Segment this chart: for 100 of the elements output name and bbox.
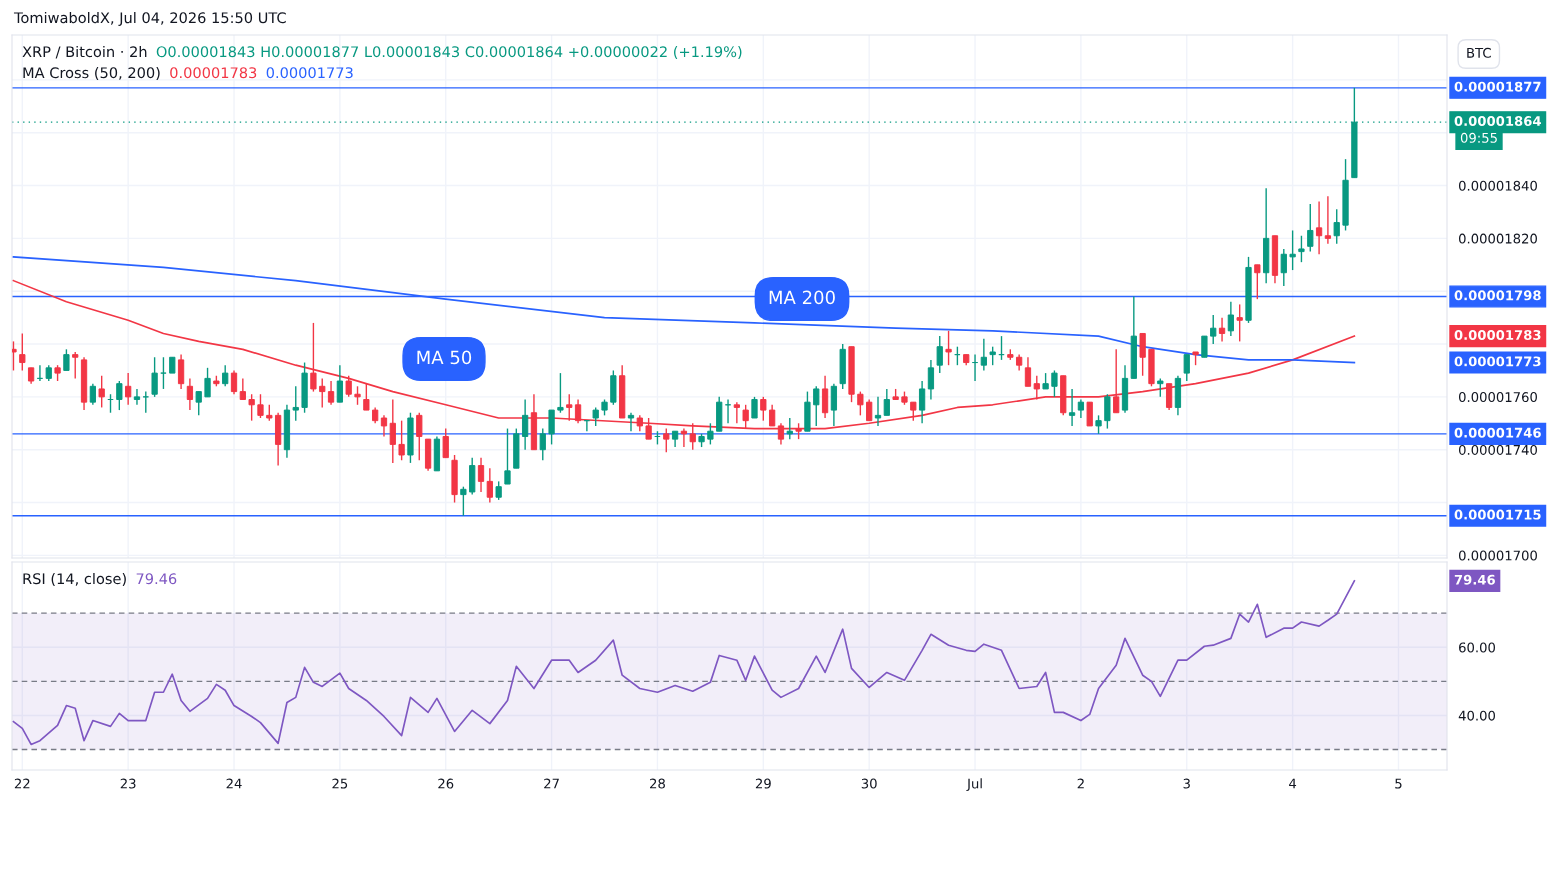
x-tick-label: 4 <box>1289 778 1297 789</box>
text: 0.00001783 <box>1454 329 1541 340</box>
candlestick <box>177 353 185 390</box>
candlestick <box>380 414 388 438</box>
candlestick <box>186 377 194 411</box>
candlestick <box>398 419 405 461</box>
candlestick <box>786 417 793 440</box>
x-tick-label: 22 <box>14 778 30 789</box>
candlestick <box>204 367 211 398</box>
candlestick <box>1298 235 1305 263</box>
candlestick <box>980 338 987 372</box>
text: 79.46 <box>1454 574 1495 585</box>
x-tick-label: 25 <box>332 778 348 789</box>
candlestick <box>486 467 493 504</box>
candlestick <box>1227 301 1234 337</box>
candlestick <box>248 393 255 422</box>
candlestick <box>751 396 758 419</box>
candlestick <box>539 427 546 461</box>
candlestick <box>477 456 485 493</box>
y-tick-label: 0.00001840 <box>1458 180 1537 191</box>
legend-title: MA Cross (50, 200) <box>23 66 160 80</box>
x-tick-label: 29 <box>755 778 771 789</box>
candlestick <box>1104 393 1111 430</box>
candlestick <box>813 385 820 427</box>
candlestick <box>239 377 246 401</box>
candlestick <box>19 332 26 372</box>
candlestick <box>319 377 326 409</box>
candlestick <box>548 409 555 446</box>
candlestick <box>389 398 396 464</box>
text: 0.00001773 <box>1454 356 1541 367</box>
candlestick <box>857 390 864 417</box>
candlestick <box>1236 303 1243 343</box>
candlestick <box>89 382 96 406</box>
candlestick <box>1254 264 1261 300</box>
annotation: 0.00001773 <box>266 67 353 79</box>
text: TomiwaboldX, Jul 04, 2026 15:50 UTC <box>13 11 286 26</box>
candlestick <box>1307 203 1314 253</box>
candlestick <box>336 364 344 403</box>
text: BTC <box>1467 47 1491 58</box>
candlestick <box>160 356 167 390</box>
ref-line-label: 0.00001715 <box>1454 509 1541 520</box>
candlestick <box>521 398 529 451</box>
candlestick <box>98 375 105 409</box>
candlestick <box>1033 375 1040 401</box>
candlestick <box>927 359 935 401</box>
candlestick <box>707 422 714 446</box>
candlestick <box>327 380 335 406</box>
candlestick <box>1280 248 1287 287</box>
text: O0.00001843 H0.00001877 L0.00001843 C0.00001864 +0.00000022 (+1.19%) <box>156 45 742 59</box>
text: XRP / Bitcoin · 2h <box>22 45 147 59</box>
candlestick <box>1210 314 1217 345</box>
candlestick <box>495 480 502 501</box>
candlestick <box>142 390 149 414</box>
ref-line-label: 0.00001746 <box>1454 427 1541 438</box>
annotation: MA 200 <box>769 290 835 305</box>
candlestick <box>125 372 132 406</box>
y-tick-label: 60.00 <box>1459 642 1496 653</box>
annotation: 79.46 <box>136 573 177 585</box>
candlestick <box>733 401 740 424</box>
candlestick <box>821 375 829 419</box>
candlestick <box>910 401 917 422</box>
candlestick <box>1289 229 1296 271</box>
text: 09:55 <box>1460 132 1497 143</box>
candlestick <box>222 364 229 388</box>
x-tick-label: 5 <box>1395 778 1402 789</box>
candlestick <box>116 380 123 411</box>
candlestick <box>1068 388 1076 427</box>
candlestick <box>1315 200 1323 255</box>
candlestick <box>574 398 582 424</box>
candlestick <box>936 335 943 374</box>
candlestick <box>1095 414 1102 435</box>
candlestick <box>830 382 838 427</box>
candlestick <box>760 396 767 422</box>
candlestick <box>1077 398 1085 419</box>
candlestick <box>292 385 299 422</box>
x-tick-label: 24 <box>226 778 242 789</box>
candlestick <box>918 380 926 424</box>
x-tick-label: Jul <box>966 778 982 791</box>
candlestick <box>1157 377 1164 398</box>
x-tick-label: 30 <box>861 778 877 789</box>
candlestick <box>874 396 882 427</box>
candlestick <box>1024 356 1032 388</box>
x-tick-label: 28 <box>650 778 665 789</box>
candlestick <box>133 388 141 406</box>
candlestick <box>1324 195 1332 245</box>
candlestick <box>504 427 511 485</box>
ref-line-label: 0.00001798 <box>1454 290 1541 301</box>
ref-line-label: 0.00001877 <box>1454 81 1541 92</box>
candlestick <box>592 406 599 427</box>
candlestick <box>883 388 890 417</box>
candlestick <box>345 375 352 398</box>
candlestick <box>195 390 202 417</box>
annotation: MA 50 <box>417 350 472 365</box>
candlestick <box>354 385 361 406</box>
candlestick <box>151 356 158 398</box>
candlestick <box>1051 369 1058 398</box>
candlestick <box>12 340 17 372</box>
candlestick <box>1333 208 1340 245</box>
candlestick <box>310 322 317 393</box>
candlestick <box>945 330 952 366</box>
